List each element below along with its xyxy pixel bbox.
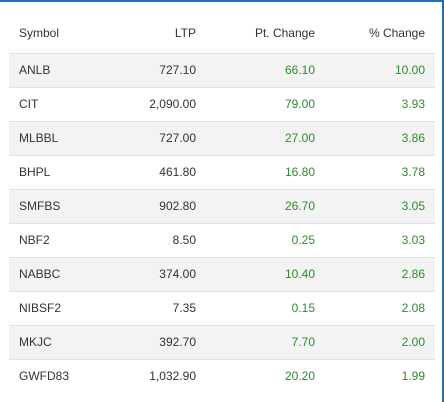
- cell-symbol[interactable]: GWFD83: [9, 358, 122, 393]
- table-row[interactable]: MLBBL 727.00 27.00 3.86: [9, 120, 435, 155]
- cell-pct-change: 3.05: [325, 188, 435, 223]
- panel-top-border: [0, 0, 444, 2]
- cell-pct-change: 2.00: [325, 324, 435, 359]
- cell-ltp: 392.70: [122, 324, 206, 359]
- cell-ltp: 8.50: [122, 222, 206, 257]
- cell-ltp: 727.00: [122, 120, 206, 155]
- cell-ltp: 1,032.90: [122, 358, 206, 393]
- column-header-symbol[interactable]: Symbol: [19, 25, 60, 40]
- cell-symbol[interactable]: BHPL: [9, 154, 122, 189]
- panel-right-border: [442, 0, 444, 402]
- cell-pct-change: 3.93: [325, 86, 435, 121]
- cell-ltp: 902.80: [122, 188, 206, 223]
- table-body: ANLB 727.10 66.10 10.00 CIT 2,090.00 79.00 3.93…: [9, 52, 435, 393]
- cell-symbol[interactable]: NABBC: [9, 256, 122, 291]
- cell-pct-change: 3.03: [325, 222, 435, 257]
- table-row[interactable]: BHPL 461.80 16.80 3.78: [9, 154, 435, 189]
- gainers-table: Symbol LTP Pt. Change % Change ANLB 727.1…: [9, 13, 435, 393]
- cell-pt-change: 66.10: [206, 52, 325, 87]
- cell-symbol[interactable]: MKJC: [9, 324, 122, 359]
- cell-pct-change: 1.99: [325, 358, 435, 393]
- cell-pt-change: 26.70: [206, 188, 325, 223]
- cell-pt-change: 10.40: [206, 256, 325, 291]
- cell-ltp: 374.00: [122, 256, 206, 291]
- cell-symbol[interactable]: ANLB: [9, 52, 122, 87]
- table-row[interactable]: MKJC 392.70 7.70 2.00: [9, 324, 435, 359]
- cell-pct-change: 3.78: [325, 154, 435, 189]
- cell-symbol[interactable]: SMFBS: [9, 188, 122, 223]
- cell-pct-change: 3.86: [325, 120, 435, 155]
- cell-pt-change: 79.00: [206, 86, 325, 121]
- cell-ltp: 727.10: [122, 52, 206, 87]
- cell-symbol[interactable]: CIT: [9, 86, 122, 121]
- cell-pt-change: 7.70: [206, 324, 325, 359]
- cell-pt-change: 27.00: [206, 120, 325, 155]
- column-header-pt-change[interactable]: Pt. Change: [254, 25, 315, 40]
- cell-symbol[interactable]: NBF2: [9, 222, 122, 257]
- cell-ltp: 2,090.00: [122, 86, 206, 121]
- cell-ltp: 461.80: [122, 154, 206, 189]
- cell-pct-change: 2.86: [325, 256, 435, 291]
- cell-ltp: 7.35: [122, 290, 206, 325]
- table-header-row: Symbol LTP Pt. Change % Change: [9, 13, 435, 53]
- table-row[interactable]: SMFBS 902.80 26.70 3.05: [9, 188, 435, 223]
- cell-pt-change: 16.80: [206, 154, 325, 189]
- column-header-pct-change[interactable]: % Change: [368, 25, 425, 40]
- table-row[interactable]: GWFD83 1,032.90 20.20 1.99: [9, 358, 435, 393]
- column-header-ltp[interactable]: LTP: [174, 25, 196, 40]
- table-row[interactable]: NBF2 8.50 0.25 3.03: [9, 222, 435, 257]
- table-row[interactable]: CIT 2,090.00 79.00 3.93: [9, 86, 435, 121]
- cell-pct-change: 2.08: [325, 290, 435, 325]
- table-row[interactable]: NIBSF2 7.35 0.15 2.08: [9, 290, 435, 325]
- cell-symbol[interactable]: MLBBL: [9, 120, 122, 155]
- table-row[interactable]: NABBC 374.00 10.40 2.86: [9, 256, 435, 291]
- table-row[interactable]: ANLB 727.10 66.10 10.00: [9, 52, 435, 87]
- cell-pt-change: 0.25: [206, 222, 325, 257]
- cell-pct-change: 10.00: [325, 52, 435, 87]
- cell-pt-change: 20.20: [206, 358, 325, 393]
- cell-symbol[interactable]: NIBSF2: [9, 290, 122, 325]
- cell-pt-change: 0.15: [206, 290, 325, 325]
